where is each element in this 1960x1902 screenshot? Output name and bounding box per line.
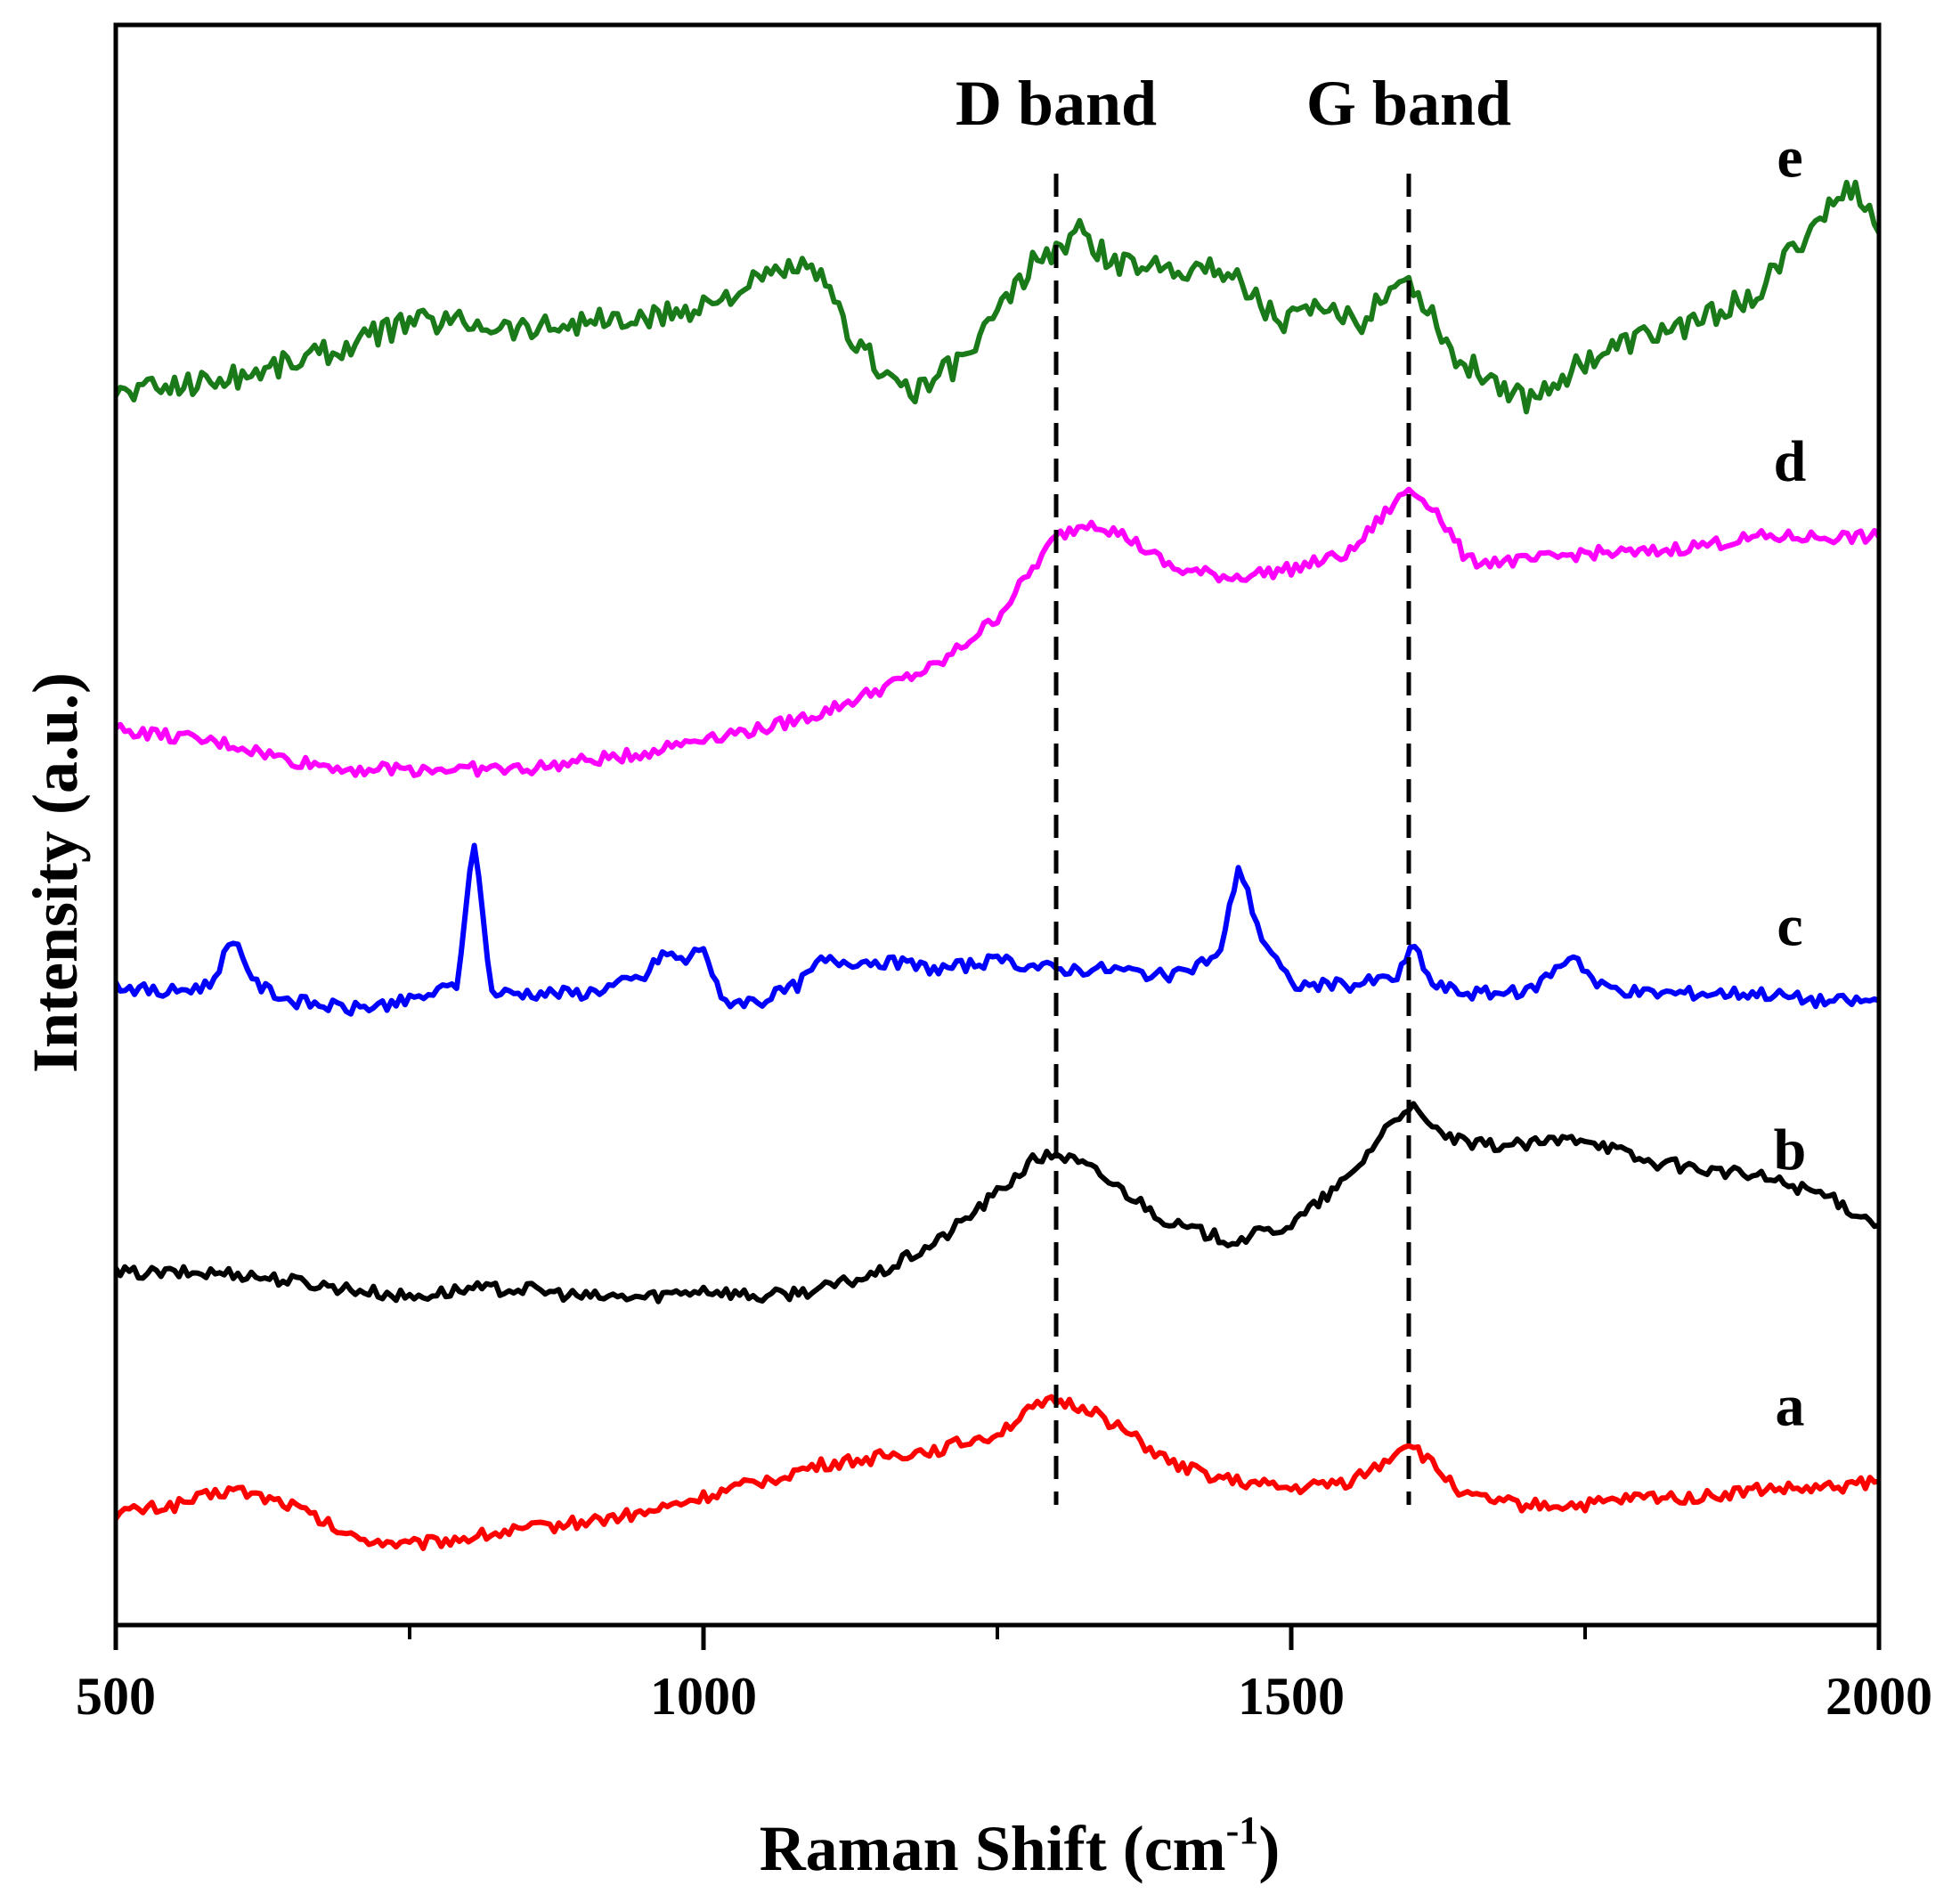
series-line-c <box>113 842 1881 1017</box>
x-axis-tick-labels: 500 1000 1500 2000 <box>76 1667 1932 1726</box>
x-tick-label: 1000 <box>650 1667 757 1726</box>
x-tick-label: 2000 <box>1826 1667 1932 1726</box>
x-tick-label: 500 <box>76 1667 156 1726</box>
series-label-a: a <box>1776 1373 1805 1438</box>
x-tick-label: 1500 <box>1238 1667 1345 1726</box>
y-axis-title: Intensity (a.u.) <box>20 672 91 1073</box>
series-line-e <box>113 179 1882 415</box>
annotation-labels: D band G band <box>956 68 1511 139</box>
series-label-c: c <box>1777 893 1802 958</box>
annotation-label-d-band: D band <box>956 68 1157 139</box>
series-label-b: b <box>1774 1118 1807 1183</box>
series-line-d <box>114 486 1882 778</box>
series-line-a <box>113 1394 1880 1551</box>
annotation-label-g-band: G band <box>1306 68 1511 139</box>
series-label-e: e <box>1777 126 1802 191</box>
plot-frame <box>113 22 1882 1628</box>
series-labels: a b c d e <box>1774 126 1807 1439</box>
series-label-d: d <box>1774 429 1807 494</box>
annotation-lines <box>1053 174 1411 1505</box>
series-layer <box>113 179 1882 1551</box>
x-axis-ticks <box>113 1625 1882 1650</box>
x-axis-title: Raman Shift (cm-1) <box>760 1809 1281 1884</box>
series-line-b <box>113 1101 1880 1305</box>
